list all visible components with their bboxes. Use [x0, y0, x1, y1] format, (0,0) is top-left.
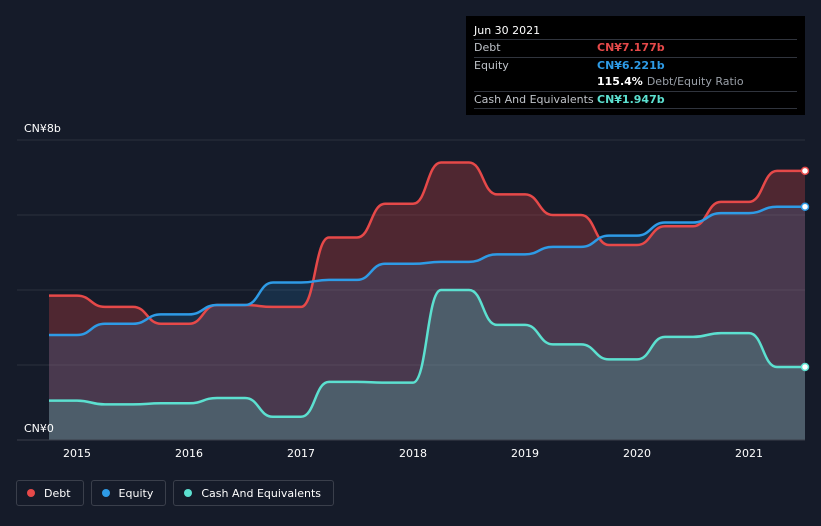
cash-dot-icon — [184, 489, 193, 497]
equity-area — [49, 206, 805, 440]
line-layer — [49, 161, 810, 419]
tooltip-date: Jun 30 2021 — [474, 22, 797, 40]
cash-area — [49, 290, 805, 440]
tooltip-label: Debt — [474, 41, 501, 54]
tooltip-panel: Jun 30 2021 Debt CN¥7.177b Equity CN¥6.2… — [466, 16, 805, 115]
x-tick-label: 2021 — [735, 447, 763, 460]
x-tick-label: 2018 — [399, 447, 427, 460]
debt-area — [49, 162, 805, 440]
x-tick-label: 2017 — [287, 447, 315, 460]
x-tick-label: 2016 — [175, 447, 203, 460]
tooltip-row-equity: Equity CN¥6.221b — [474, 58, 797, 75]
debt-line — [49, 161, 805, 326]
tooltip-label: Cash And Equivalents — [474, 92, 594, 106]
legend-item-equity[interactable]: Equity — [90, 480, 167, 506]
debt-end-point — [800, 166, 810, 176]
tooltip-value-ratio: 115.4% — [597, 75, 643, 88]
tooltip-row-ratio: 115.4% Debt/Equity Ratio — [474, 74, 797, 92]
x-tick-label: 2015 — [63, 447, 91, 460]
equity-line — [49, 205, 805, 337]
equity-end-point — [800, 202, 810, 211]
x-axis-ticks: 2015 2016 2017 2018 2019 2020 2021 — [20, 439, 805, 460]
x-tick-label: 2019 — [511, 447, 539, 460]
tooltip-row-cash: Cash And Equivalents CN¥1.947b — [474, 92, 797, 109]
legend-label: Cash And Equivalents — [201, 486, 321, 500]
equity-dot-icon — [101, 489, 110, 497]
legend-item-cash[interactable]: Cash And Equivalents — [173, 480, 334, 506]
y-axis-top-label: CN¥8b — [24, 122, 61, 135]
tooltip-ratio-caption: Debt/Equity Ratio — [646, 75, 744, 88]
tooltip-value-debt: CN¥7.177b — [597, 41, 665, 54]
legend: Debt Equity Cash And Equivalents — [16, 480, 334, 506]
cash-line — [49, 288, 805, 419]
tooltip-value-equity: CN¥6.221b — [597, 58, 665, 72]
x-tick-label: 2020 — [623, 447, 651, 460]
tooltip-row-debt: Debt CN¥7.177b — [474, 40, 797, 58]
y-axis-bottom-label: CN¥0 — [24, 422, 54, 435]
tooltip-label: Equity — [474, 58, 509, 72]
tooltip-label — [474, 74, 597, 91]
cash-end-point — [800, 362, 810, 372]
debt-dot-icon — [27, 489, 35, 497]
legend-label: Equity — [118, 486, 154, 500]
legend-label: Debt — [44, 486, 71, 500]
tooltip-value-cash: CN¥1.947b — [597, 92, 665, 106]
area-layer — [49, 162, 805, 440]
legend-item-debt[interactable]: Debt — [16, 480, 84, 506]
